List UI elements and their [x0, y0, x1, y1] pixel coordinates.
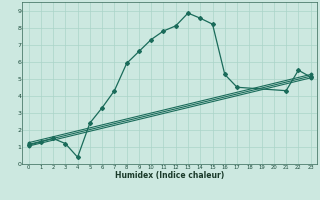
X-axis label: Humidex (Indice chaleur): Humidex (Indice chaleur) — [115, 171, 224, 180]
